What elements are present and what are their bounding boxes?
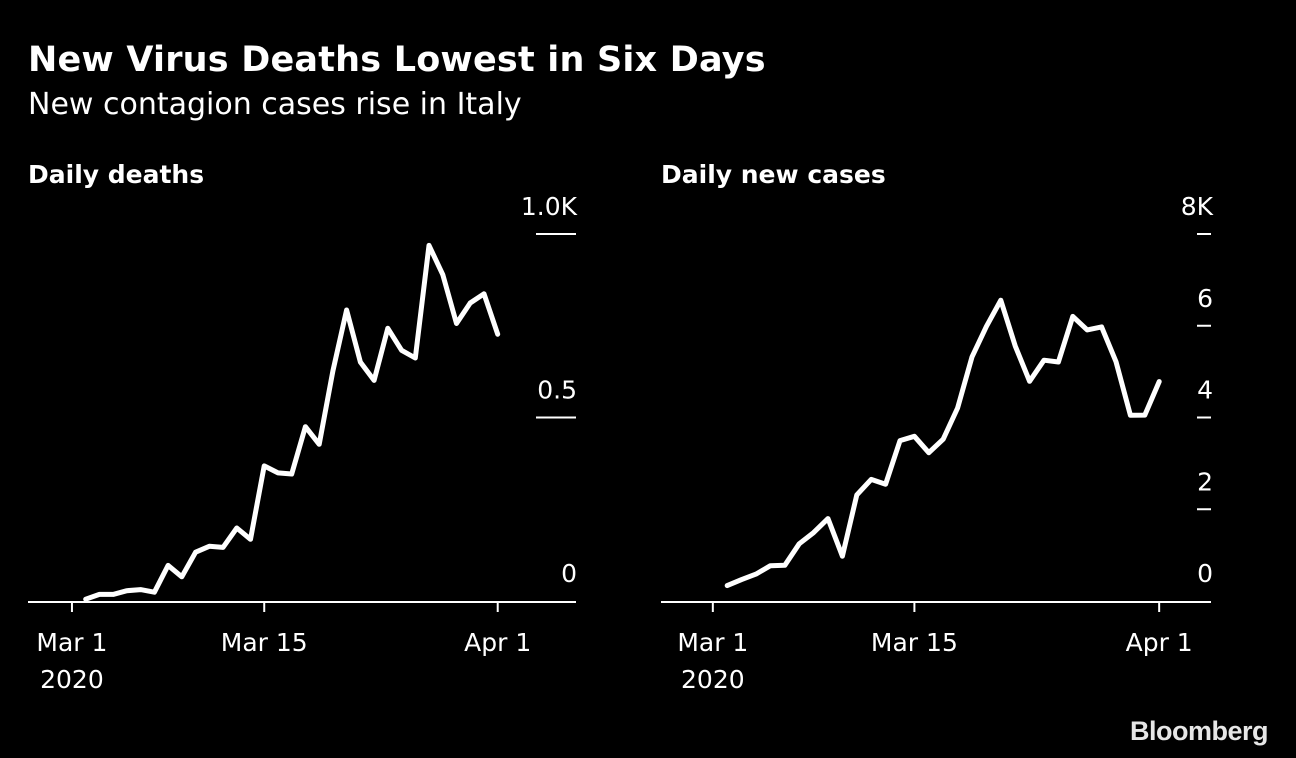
deaths-data-point: [138, 587, 143, 592]
deaths-data-point: [97, 592, 102, 597]
cases-y-tick-label: 0: [1197, 559, 1213, 588]
deaths-data-point: [220, 545, 226, 550]
cases-data-point: [739, 577, 744, 582]
cases-data-point: [1056, 359, 1061, 365]
deaths-data-point: [193, 550, 198, 555]
cases-x-tick-label: Mar 1: [677, 628, 748, 657]
chart-subtitle: New contagion cases rise in Italy: [28, 87, 522, 122]
deaths-data-point: [152, 590, 157, 595]
cases-x-tick-sublabel: 2020: [681, 665, 745, 694]
deaths-data-point: [413, 355, 418, 361]
deaths-data-point: [124, 588, 130, 593]
cases-data-point: [926, 450, 931, 455]
cases-data-point: [725, 583, 730, 588]
cases-data-point: [854, 492, 859, 498]
deaths-y-tick-label: 0: [561, 559, 577, 588]
cases-data-point: [1113, 359, 1119, 364]
deaths-data-point: [358, 359, 363, 365]
cases-data-point: [1013, 343, 1018, 349]
cases-y-tick-label: 8K: [1181, 192, 1214, 221]
cases-data-point: [825, 516, 831, 521]
deaths-data-point: [426, 243, 432, 248]
cases-data-point: [998, 298, 1003, 303]
cases-x-tick-label: Mar 15: [871, 628, 958, 657]
cases-data-point: [897, 438, 903, 443]
deaths-series-line: [83, 242, 501, 602]
deaths-data-point: [207, 544, 212, 549]
panel-title-cases: Daily new cases: [661, 160, 886, 189]
cases-data-point: [869, 477, 874, 482]
bloomberg-logo: Bloomberg: [1129, 716, 1269, 746]
deaths-data-point: [275, 470, 281, 476]
cases-data-point: [811, 530, 816, 535]
cases-x-tick-label: Apr 1: [1126, 628, 1193, 657]
cases-data-point: [1085, 327, 1090, 333]
cases-data-point: [1157, 379, 1162, 384]
cases-data-point: [753, 571, 759, 577]
cases-data-point: [1099, 324, 1104, 330]
deaths-x-tick-label: Mar 1: [36, 628, 107, 657]
cases-data-point: [1027, 379, 1032, 384]
deaths-y-tick-label: 0.5: [537, 376, 577, 405]
deaths-data-point: [468, 300, 473, 306]
deaths-data-point: [371, 378, 377, 383]
cases-y-tick-label: 4: [1197, 376, 1213, 405]
deaths-data-point: [248, 537, 253, 542]
deaths-data-point: [481, 291, 487, 296]
deaths-y-tick-label: 1.0K: [521, 192, 578, 221]
deaths-x-tick-label: Apr 1: [464, 628, 531, 657]
cases-data-point: [912, 434, 917, 439]
deaths-data-point: [83, 597, 88, 602]
deaths-x-tick-label: Mar 15: [221, 628, 308, 657]
deaths-data-point: [495, 332, 500, 337]
deaths-data-point: [303, 424, 308, 429]
deaths-data-point: [440, 272, 445, 277]
deaths-data-point: [289, 471, 294, 477]
deaths-data-point: [344, 307, 349, 313]
cases-data-point: [969, 354, 975, 360]
deaths-x-tick-sublabel: 2020: [40, 665, 104, 694]
deaths-data-point: [385, 326, 390, 331]
deaths-data-point: [234, 525, 239, 531]
chart-title: New Virus Deaths Lowest in Six Days: [28, 40, 766, 80]
deaths-data-point: [179, 574, 184, 579]
cases-data-point: [1041, 358, 1047, 363]
cases-data-point: [1070, 314, 1076, 319]
cases-data-point: [768, 563, 773, 568]
cases-data-point: [883, 482, 888, 487]
cases-data-point: [797, 541, 802, 546]
cases-series-line: [724, 297, 1162, 589]
deaths-data-point: [262, 463, 267, 469]
deaths-data-point: [454, 321, 459, 326]
cases-y-tick-label: 2: [1197, 467, 1213, 496]
deaths-data-point: [317, 442, 322, 447]
panel-title-deaths: Daily deaths: [28, 160, 205, 189]
deaths-data-point: [165, 563, 171, 568]
deaths-data-point: [399, 348, 404, 353]
cases-data-point: [840, 554, 845, 559]
cases-data-point: [782, 563, 787, 568]
deaths-data-point: [111, 592, 116, 597]
cases-data-point: [1128, 413, 1133, 418]
cases-data-point: [1142, 412, 1148, 418]
cases-data-point: [941, 437, 946, 442]
cases-y-tick-label: 6: [1197, 284, 1213, 313]
cases-data-point: [955, 405, 960, 411]
cases-data-point: [984, 324, 989, 329]
deaths-data-point: [330, 368, 336, 374]
